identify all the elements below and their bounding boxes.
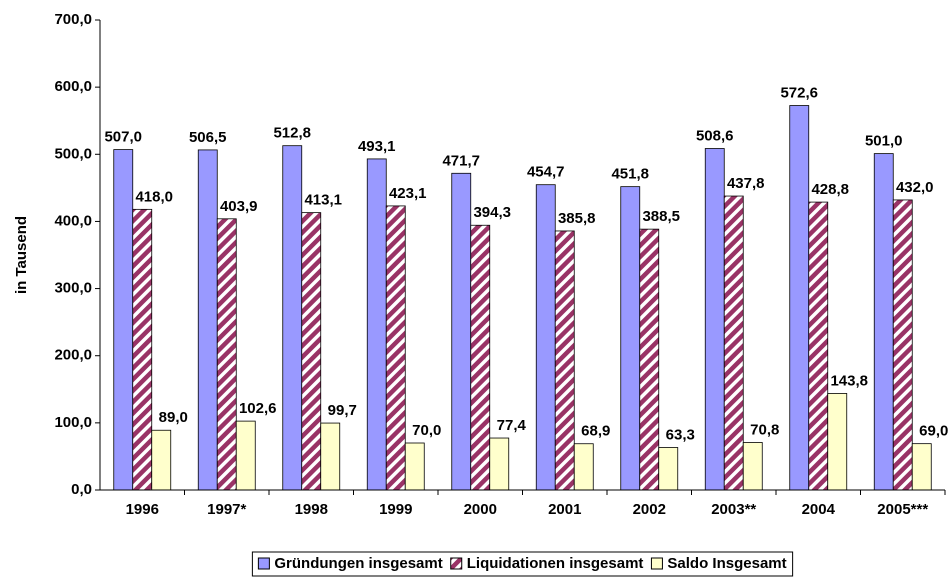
bar bbox=[320, 422, 341, 491]
bar bbox=[808, 201, 829, 491]
bar bbox=[489, 437, 510, 491]
legend-swatch bbox=[257, 557, 270, 570]
value-label: 507,0 bbox=[104, 129, 142, 146]
bar bbox=[535, 184, 556, 491]
y-axis-label: in Tausend bbox=[13, 216, 30, 294]
y-tick-label: 0,0 bbox=[71, 481, 92, 498]
bar bbox=[197, 149, 218, 491]
y-tick-label: 100,0 bbox=[54, 414, 92, 431]
value-label: 471,7 bbox=[442, 152, 480, 169]
bar bbox=[301, 212, 322, 491]
legend-frame bbox=[251, 551, 794, 577]
value-label: 423,1 bbox=[389, 185, 427, 202]
value-label: 512,8 bbox=[273, 125, 311, 142]
bar bbox=[113, 149, 134, 491]
bar bbox=[892, 199, 913, 491]
x-tick-label: 2000 bbox=[464, 501, 497, 518]
y-tick-label: 400,0 bbox=[54, 212, 92, 229]
bar bbox=[470, 224, 491, 491]
value-label: 454,7 bbox=[527, 164, 565, 181]
y-tick-label: 700,0 bbox=[54, 11, 92, 28]
value-label: 428,8 bbox=[811, 181, 849, 198]
x-tick-label: 1998 bbox=[295, 501, 328, 518]
value-label: 432,0 bbox=[896, 179, 934, 196]
bar bbox=[620, 186, 641, 491]
legend-swatch bbox=[650, 557, 663, 570]
value-label: 418,0 bbox=[135, 188, 173, 205]
bar bbox=[151, 429, 172, 491]
bar bbox=[404, 442, 425, 491]
x-tick-label: 2005*** bbox=[877, 501, 928, 518]
bar bbox=[658, 447, 679, 491]
bar bbox=[573, 443, 594, 491]
y-tick-label: 300,0 bbox=[54, 280, 92, 297]
value-label: 68,9 bbox=[581, 423, 610, 440]
bar bbox=[366, 158, 387, 491]
value-label: 572,6 bbox=[780, 85, 818, 102]
legend-swatch bbox=[450, 557, 463, 570]
value-label: 102,6 bbox=[239, 400, 277, 417]
bar bbox=[235, 420, 256, 491]
bar bbox=[132, 208, 153, 491]
bar bbox=[873, 153, 894, 491]
value-label: 493,1 bbox=[358, 138, 396, 155]
x-tick-label: 2001 bbox=[548, 501, 581, 518]
x-tick-label: 1999 bbox=[379, 501, 412, 518]
legend-label: Gründungen insgesamt bbox=[274, 555, 442, 572]
y-tick-label: 600,0 bbox=[54, 78, 92, 95]
bar bbox=[282, 145, 303, 491]
x-tick-label: 2003** bbox=[711, 501, 756, 518]
y-tick-label: 500,0 bbox=[54, 145, 92, 162]
x-tick-label: 1997* bbox=[207, 501, 246, 518]
value-label: 506,5 bbox=[189, 129, 227, 146]
x-tick-label: 2004 bbox=[802, 501, 836, 518]
value-label: 69,0 bbox=[919, 423, 948, 440]
value-label: 501,0 bbox=[865, 133, 903, 150]
value-label: 77,4 bbox=[497, 417, 527, 434]
legend-label: Liquidationen insgesamt bbox=[467, 555, 644, 572]
value-label: 385,8 bbox=[558, 210, 596, 227]
bar bbox=[827, 393, 848, 491]
value-label: 89,0 bbox=[159, 409, 188, 426]
value-label: 508,6 bbox=[696, 127, 734, 144]
value-label: 70,8 bbox=[750, 421, 779, 438]
value-label: 451,8 bbox=[611, 166, 649, 183]
y-tick-label: 200,0 bbox=[54, 347, 92, 364]
value-label: 388,5 bbox=[642, 208, 680, 225]
bar bbox=[704, 148, 725, 491]
x-tick-label: 1996 bbox=[126, 501, 159, 518]
x-tick-label: 2002 bbox=[633, 501, 666, 518]
value-label: 413,1 bbox=[304, 192, 342, 209]
bar bbox=[911, 443, 932, 491]
legend: Gründungen insgesamt Liquidationen insges… bbox=[251, 551, 794, 577]
value-label: 394,3 bbox=[473, 204, 511, 221]
value-label: 143,8 bbox=[830, 372, 868, 389]
bar bbox=[385, 205, 406, 491]
value-label: 403,9 bbox=[220, 198, 258, 215]
value-label: 99,7 bbox=[328, 402, 357, 419]
value-label: 437,8 bbox=[727, 175, 765, 192]
value-label: 70,0 bbox=[412, 422, 441, 439]
bar bbox=[451, 172, 472, 491]
bar bbox=[216, 218, 237, 491]
bar bbox=[742, 442, 763, 491]
bar bbox=[789, 105, 810, 491]
value-label: 63,3 bbox=[666, 426, 695, 443]
bar bbox=[723, 195, 744, 491]
bar bbox=[554, 230, 575, 491]
bar bbox=[639, 228, 660, 491]
legend-label: Saldo Insgesamt bbox=[667, 555, 786, 572]
